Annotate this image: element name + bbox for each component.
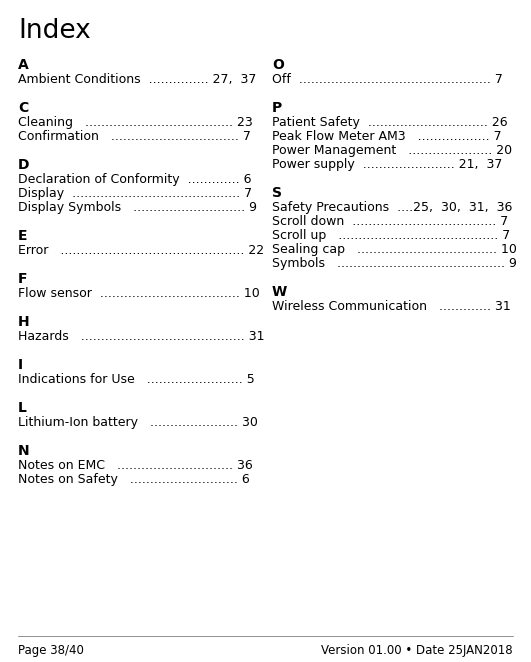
Text: Display  .......................................... 7: Display ................................… (18, 187, 252, 200)
Text: Scroll down  .................................... 7: Scroll down ............................… (272, 215, 508, 228)
Text: Sealing cap   ................................... 10: Sealing cap ............................… (272, 243, 517, 256)
Text: A: A (18, 58, 29, 72)
Text: Index: Index (18, 18, 91, 44)
Text: N: N (18, 444, 30, 458)
Text: Lithium-Ion battery   ...................... 30: Lithium-Ion battery ....................… (18, 416, 258, 429)
Text: D: D (18, 158, 30, 172)
Text: O: O (272, 58, 284, 72)
Text: W: W (272, 285, 287, 299)
Text: P: P (272, 101, 282, 115)
Text: H: H (18, 315, 30, 329)
Text: Indications for Use   ........................ 5: Indications for Use ....................… (18, 373, 255, 386)
Text: Declaration of Conformity  ............. 6: Declaration of Conformity ............. … (18, 173, 252, 186)
Text: Wireless Communication   ............. 31: Wireless Communication ............. 31 (272, 300, 511, 313)
Text: Peak Flow Meter AM3   .................. 7: Peak Flow Meter AM3 .................. 7 (272, 130, 502, 143)
Text: Flow sensor  ................................... 10: Flow sensor ............................… (18, 287, 260, 300)
Text: S: S (272, 186, 282, 200)
Text: C: C (18, 101, 28, 115)
Text: Page 38/40: Page 38/40 (18, 644, 84, 657)
Text: Cleaning   ..................................... 23: Cleaning ...............................… (18, 116, 253, 129)
Text: Confirmation   ................................ 7: Confirmation ...........................… (18, 130, 251, 143)
Text: Version 01.00 • Date 25JAN2018: Version 01.00 • Date 25JAN2018 (321, 644, 513, 657)
Text: Notes on Safety   ........................... 6: Notes on Safety ........................… (18, 473, 250, 486)
Text: L: L (18, 401, 27, 415)
Text: F: F (18, 272, 28, 286)
Text: Error   .............................................. 22: Error ..................................… (18, 244, 264, 257)
Text: Scroll up   ........................................ 7: Scroll up ..............................… (272, 229, 510, 242)
Text: Display Symbols   ............................ 9: Display Symbols ........................… (18, 201, 257, 214)
Text: Symbols   .......................................... 9: Symbols ................................… (272, 257, 517, 270)
Text: Power supply  ....................... 21,  37: Power supply ....................... 21,… (272, 158, 502, 171)
Text: Hazards   ......................................... 31: Hazards ................................… (18, 330, 264, 343)
Text: Power Management   ..................... 20: Power Management ..................... 2… (272, 144, 512, 157)
Text: Patient Safety  .............................. 26: Patient Safety .........................… (272, 116, 508, 129)
Text: I: I (18, 358, 23, 372)
Text: Off  ................................................ 7: Off ....................................… (272, 73, 503, 86)
Text: E: E (18, 229, 28, 243)
Text: Ambient Conditions  ............... 27,  37: Ambient Conditions ............... 27, 3… (18, 73, 256, 86)
Text: Notes on EMC   ............................. 36: Notes on EMC ...........................… (18, 459, 253, 472)
Text: Safety Precautions  ....25,  30,  31,  36: Safety Precautions ....25, 30, 31, 36 (272, 201, 512, 214)
